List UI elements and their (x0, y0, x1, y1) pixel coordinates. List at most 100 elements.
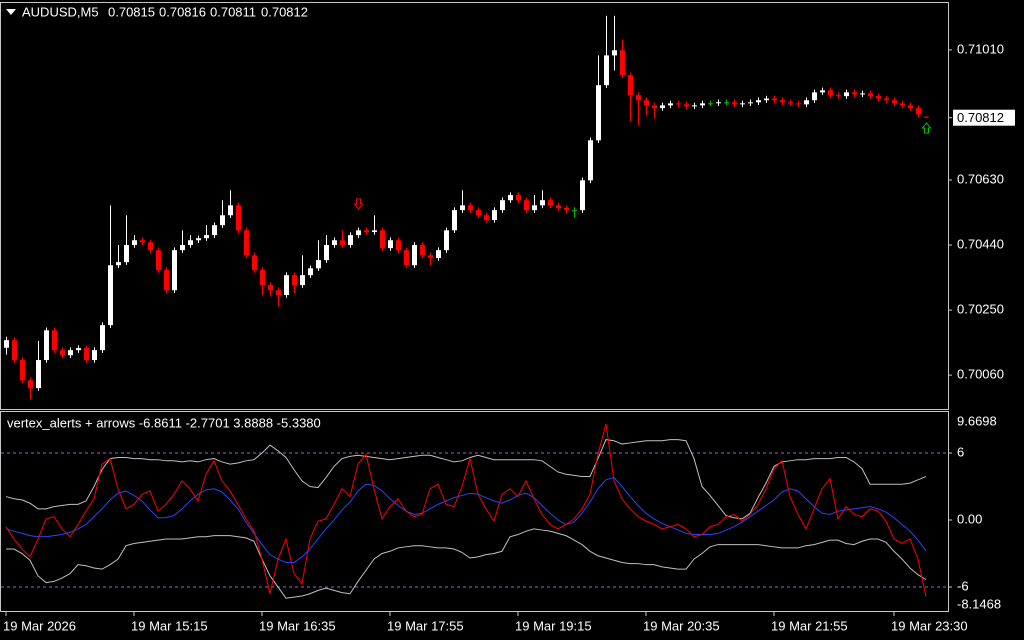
candle-body (684, 104, 689, 107)
candle-body (844, 92, 849, 97)
price-panel (0, 2, 949, 410)
signal-arrow (353, 198, 364, 210)
candle-body (748, 102, 753, 104)
candle-body (836, 95, 841, 97)
candle-body (156, 250, 161, 271)
chart-title: AUDUSD,M5 (22, 4, 99, 19)
header-open: 0.70815 (108, 4, 155, 19)
candle-body (412, 245, 417, 266)
candle-body (260, 270, 265, 286)
x-tick-label: 19 Mar 16:35 (259, 618, 336, 633)
candle-body (340, 240, 345, 246)
candle-body (604, 55, 609, 86)
candle-body (540, 200, 545, 206)
current-price-box (953, 109, 1015, 126)
candle-body (356, 230, 361, 236)
candle-body (300, 275, 305, 286)
candle-body (28, 380, 33, 389)
candle-body (444, 230, 449, 251)
candle-body (12, 340, 17, 361)
y-tick-label: 0.70630 (957, 171, 1004, 186)
candle-body (324, 245, 329, 261)
candle-body (916, 108, 921, 115)
candle-body (468, 205, 473, 211)
candle-body (164, 270, 169, 291)
x-tick-label: 19 Mar 17:55 (387, 618, 464, 633)
candle-body (284, 275, 289, 296)
header-high: 0.70816 (159, 4, 206, 19)
y-tick-label: 0.70060 (957, 367, 1004, 382)
header-close: 0.70812 (261, 4, 308, 19)
candle-body (852, 92, 857, 95)
candle-body (116, 262, 121, 266)
candle-body (788, 102, 793, 104)
y-tick-label: 0.00 (957, 511, 982, 526)
candle-body (380, 230, 385, 249)
header-low: 0.70811 (210, 4, 256, 19)
indicator-line (5, 423, 927, 597)
candle-body (52, 330, 57, 351)
indicator-line (5, 439, 927, 520)
candle-body (500, 200, 505, 211)
candle-body (20, 360, 25, 381)
candle-body (180, 245, 185, 251)
candle-body (476, 210, 481, 216)
candle-body (620, 50, 625, 76)
candle-body (332, 240, 337, 246)
current-price-label: 0.70812 (957, 110, 1004, 125)
candle-body (44, 330, 49, 361)
y-tick-label: 0.70250 (957, 302, 1004, 317)
candle-body (436, 250, 441, 259)
candle-body (372, 230, 377, 233)
candle-body (76, 348, 81, 351)
candle-body (204, 235, 209, 239)
menu-arrow[interactable] (6, 9, 16, 15)
candle-body (292, 275, 297, 286)
candle-body (532, 205, 537, 211)
candle-body (740, 103, 745, 105)
y-tick-label: 0.71010 (957, 41, 1004, 56)
candle-body (196, 238, 201, 241)
x-tick-label: 19 Mar 23:30 (891, 618, 968, 633)
candle-body (652, 105, 657, 109)
candle-body (812, 92, 817, 101)
candle-body (148, 242, 153, 251)
candle-body (84, 348, 89, 361)
candle-body (828, 90, 833, 96)
candle-body (724, 102, 729, 104)
candle-body (508, 195, 513, 201)
candle-body (420, 245, 425, 256)
signal-arrow (921, 122, 932, 134)
candle-body (388, 240, 393, 249)
candle-body (68, 350, 73, 356)
candle-body (868, 93, 873, 97)
candle-body (172, 250, 177, 291)
candle-body (108, 265, 113, 326)
candle-body (668, 103, 673, 106)
candle-body (212, 225, 217, 236)
candle-body (876, 96, 881, 99)
candle-body (268, 285, 273, 291)
x-tick-label: 19 Mar 15:15 (131, 618, 208, 633)
candle-body (316, 260, 321, 269)
candle-body (404, 250, 409, 266)
candle-body (548, 200, 553, 206)
candle-body (124, 245, 129, 263)
candle-body (708, 103, 713, 105)
candle-body (692, 105, 697, 107)
candle-body (572, 210, 577, 212)
candle-body (644, 100, 649, 106)
candle-body (804, 100, 809, 105)
candle-body (364, 230, 369, 233)
y-tick-label: 6 (957, 444, 964, 459)
candle-body (428, 255, 433, 259)
candle-body (396, 240, 401, 251)
candle-body (780, 100, 785, 103)
candle-body (308, 268, 313, 276)
candle-body (636, 95, 641, 101)
candle-body (628, 75, 633, 96)
x-tick-label: 19 Mar 2026 (3, 618, 76, 633)
candle-body (820, 90, 825, 93)
candle-body (140, 240, 145, 243)
